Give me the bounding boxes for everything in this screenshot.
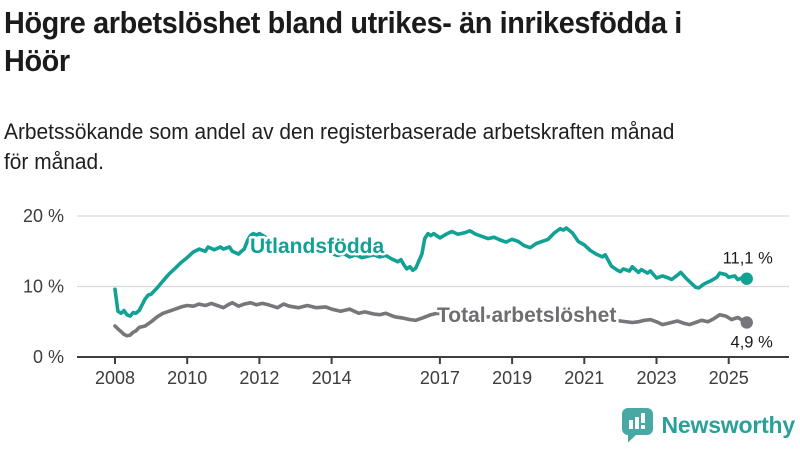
end-value-label-utlandsfodda: 11,1 % [723,250,773,268]
x-axis-label-2023: 2023 [636,368,676,388]
bar-mid [634,417,639,429]
chart-title: Högre arbetslöshet bland utrikes- än inr… [4,5,682,79]
brand-footer: Newsworthy [621,407,795,443]
bar-short [628,420,633,429]
end-dot-total [740,316,753,329]
exclamation-dot [640,425,645,429]
unemployment-line-chart: 0 % 10 % 20 % 2008 2010 2012 2014 2017 2019 2021 2… [23,206,789,388]
chart-subtitle: Arbetssökande som andel av den registerb… [4,119,675,175]
x-axis-label-2017: 2017 [420,368,460,388]
series-line-utlandsfodda [113,226,749,318]
brand-name: Newsworthy [661,411,796,438]
x-axis-label-2025: 2025 [709,368,749,388]
x-axis-label-2019: 2019 [492,368,532,388]
series-label-utlandsfodda: Utlandsfödda [250,235,384,258]
y-axis-label-0: 0 % [33,347,64,367]
x-axis-label-2008: 2008 [95,368,135,388]
y-axis-label-20: 20 % [23,206,64,226]
y-axis-label-10: 10 % [23,277,64,297]
x-axis-label-2012: 2012 [239,368,279,388]
x-axis-label-2010: 2010 [167,368,207,388]
series-label-total: Total arbetslöshet [437,304,616,327]
exclamation-bar [640,413,645,423]
series-line-total [113,300,749,338]
newsworthy-logo-icon [621,408,653,443]
end-dot-utlandsfodda [740,272,753,285]
x-axis-label-2021: 2021 [564,368,604,388]
x-axis-label-2014: 2014 [312,368,352,388]
end-value-label-total: 4,9 % [731,333,774,351]
